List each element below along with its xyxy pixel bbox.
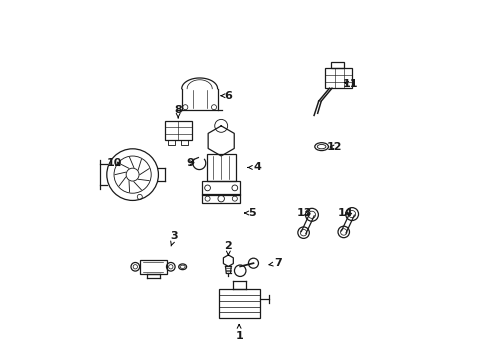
Text: 13: 13 bbox=[296, 208, 312, 218]
Text: 14: 14 bbox=[337, 208, 353, 218]
Text: 3: 3 bbox=[170, 231, 178, 246]
Text: 1: 1 bbox=[235, 324, 243, 341]
Text: 10: 10 bbox=[107, 158, 122, 168]
Text: 8: 8 bbox=[174, 105, 182, 118]
Bar bbox=[202, 194, 240, 203]
Text: 4: 4 bbox=[247, 162, 261, 172]
Bar bbox=[181, 140, 188, 145]
Bar bbox=[324, 68, 351, 88]
Bar bbox=[218, 289, 259, 318]
Text: 2: 2 bbox=[224, 241, 232, 255]
Text: 12: 12 bbox=[326, 142, 342, 152]
Bar bbox=[202, 181, 240, 195]
Bar bbox=[168, 140, 175, 145]
Bar bbox=[330, 62, 343, 68]
Text: 6: 6 bbox=[221, 91, 232, 101]
Bar bbox=[206, 154, 235, 181]
Text: 7: 7 bbox=[268, 258, 282, 268]
Bar bbox=[139, 260, 166, 274]
Bar bbox=[164, 121, 191, 140]
Text: 5: 5 bbox=[244, 208, 255, 218]
Text: 9: 9 bbox=[185, 158, 194, 168]
Text: 11: 11 bbox=[342, 79, 357, 89]
